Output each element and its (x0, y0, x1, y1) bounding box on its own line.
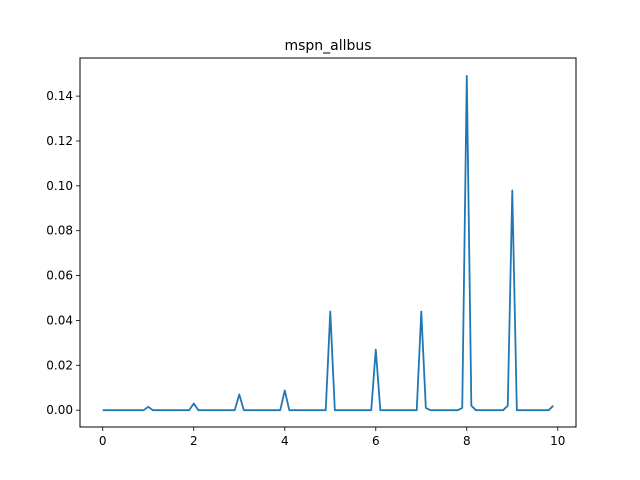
series-line-0 (102, 75, 554, 412)
y-tick-label: 0.12 (46, 134, 73, 148)
y-tick-label: 0.06 (46, 269, 73, 283)
x-tick-label: 6 (372, 434, 380, 448)
y-tick-label: 0.10 (46, 179, 73, 193)
x-tick-label: 8 (463, 434, 471, 448)
y-tick-label: 0.08 (46, 224, 73, 238)
x-tick-label: 2 (190, 434, 198, 448)
y-tick-label: 0.02 (46, 358, 73, 372)
chart-title: mspn_allbus (284, 38, 371, 54)
y-tick-label: 0.00 (46, 403, 73, 417)
y-axis: 0.00 0.02 0.04 0.06 0.08 0.10 0.12 0.14 (46, 89, 80, 417)
axes-frame (79, 57, 577, 428)
x-tick-label: 4 (281, 434, 289, 448)
x-tick-label: 0 (99, 434, 107, 448)
y-tick-label: 0.14 (46, 89, 73, 103)
x-tick-label: 10 (550, 434, 565, 448)
x-axis: 0 2 4 6 8 10 (99, 427, 565, 448)
y-tick-label: 0.04 (46, 313, 73, 327)
